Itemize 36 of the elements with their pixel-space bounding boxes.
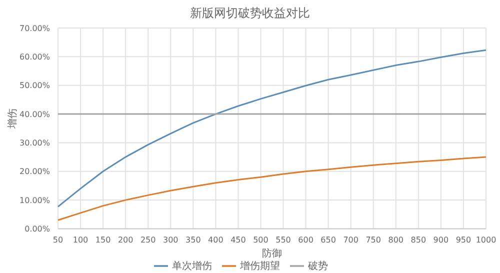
line-series bbox=[57, 49, 487, 208]
legend-label: 增伤期望 bbox=[240, 260, 280, 272]
x-tick-label: 500 bbox=[253, 235, 268, 244]
x-tick-label: 1000 bbox=[476, 235, 496, 244]
x-axis-title: 防御 bbox=[262, 248, 282, 260]
legend-label: 破势 bbox=[308, 260, 328, 272]
x-tick-label: 50 bbox=[52, 235, 64, 244]
y-tick-label: 30.00% bbox=[19, 138, 50, 148]
y-tick-label: 50.00% bbox=[19, 81, 50, 90]
y-tick-label: 60.00% bbox=[19, 52, 50, 62]
x-tick-label: 750 bbox=[366, 235, 382, 244]
x-tick-label: 900 bbox=[433, 235, 449, 244]
x-tick-label: 400 bbox=[208, 235, 224, 244]
x-tick-label: 850 bbox=[410, 235, 426, 244]
x-tick-label: 550 bbox=[276, 235, 291, 244]
chart-title: 新版网切破势收益对比 bbox=[189, 5, 311, 22]
x-tick-label: 150 bbox=[95, 235, 111, 244]
y-tick-label: 70.00% bbox=[19, 24, 50, 33]
y-tick-label: 20.00% bbox=[19, 167, 50, 176]
x-tick-label: 800 bbox=[388, 235, 404, 244]
x-tick-label: 200 bbox=[118, 235, 134, 244]
line-series bbox=[57, 156, 487, 221]
y-tick-label: 10.00% bbox=[19, 196, 50, 205]
x-tick-label: 350 bbox=[186, 235, 201, 244]
legend-label: 单次增伤 bbox=[172, 260, 212, 272]
y-axis-title: 增伤 bbox=[6, 108, 19, 130]
x-tick-label: 300 bbox=[162, 235, 178, 244]
x-tick-label: 950 bbox=[456, 235, 472, 244]
x-tick-label: 100 bbox=[72, 235, 88, 244]
y-tick-label: 40.00% bbox=[19, 110, 50, 119]
x-tick-label: 600 bbox=[298, 235, 314, 244]
x-tick-label: 700 bbox=[343, 235, 358, 244]
y-tick-label: 0.00% bbox=[24, 224, 50, 234]
x-tick-label: 450 bbox=[230, 235, 246, 244]
x-tick-label: 650 bbox=[320, 235, 336, 244]
x-tick-label: 250 bbox=[140, 235, 156, 244]
